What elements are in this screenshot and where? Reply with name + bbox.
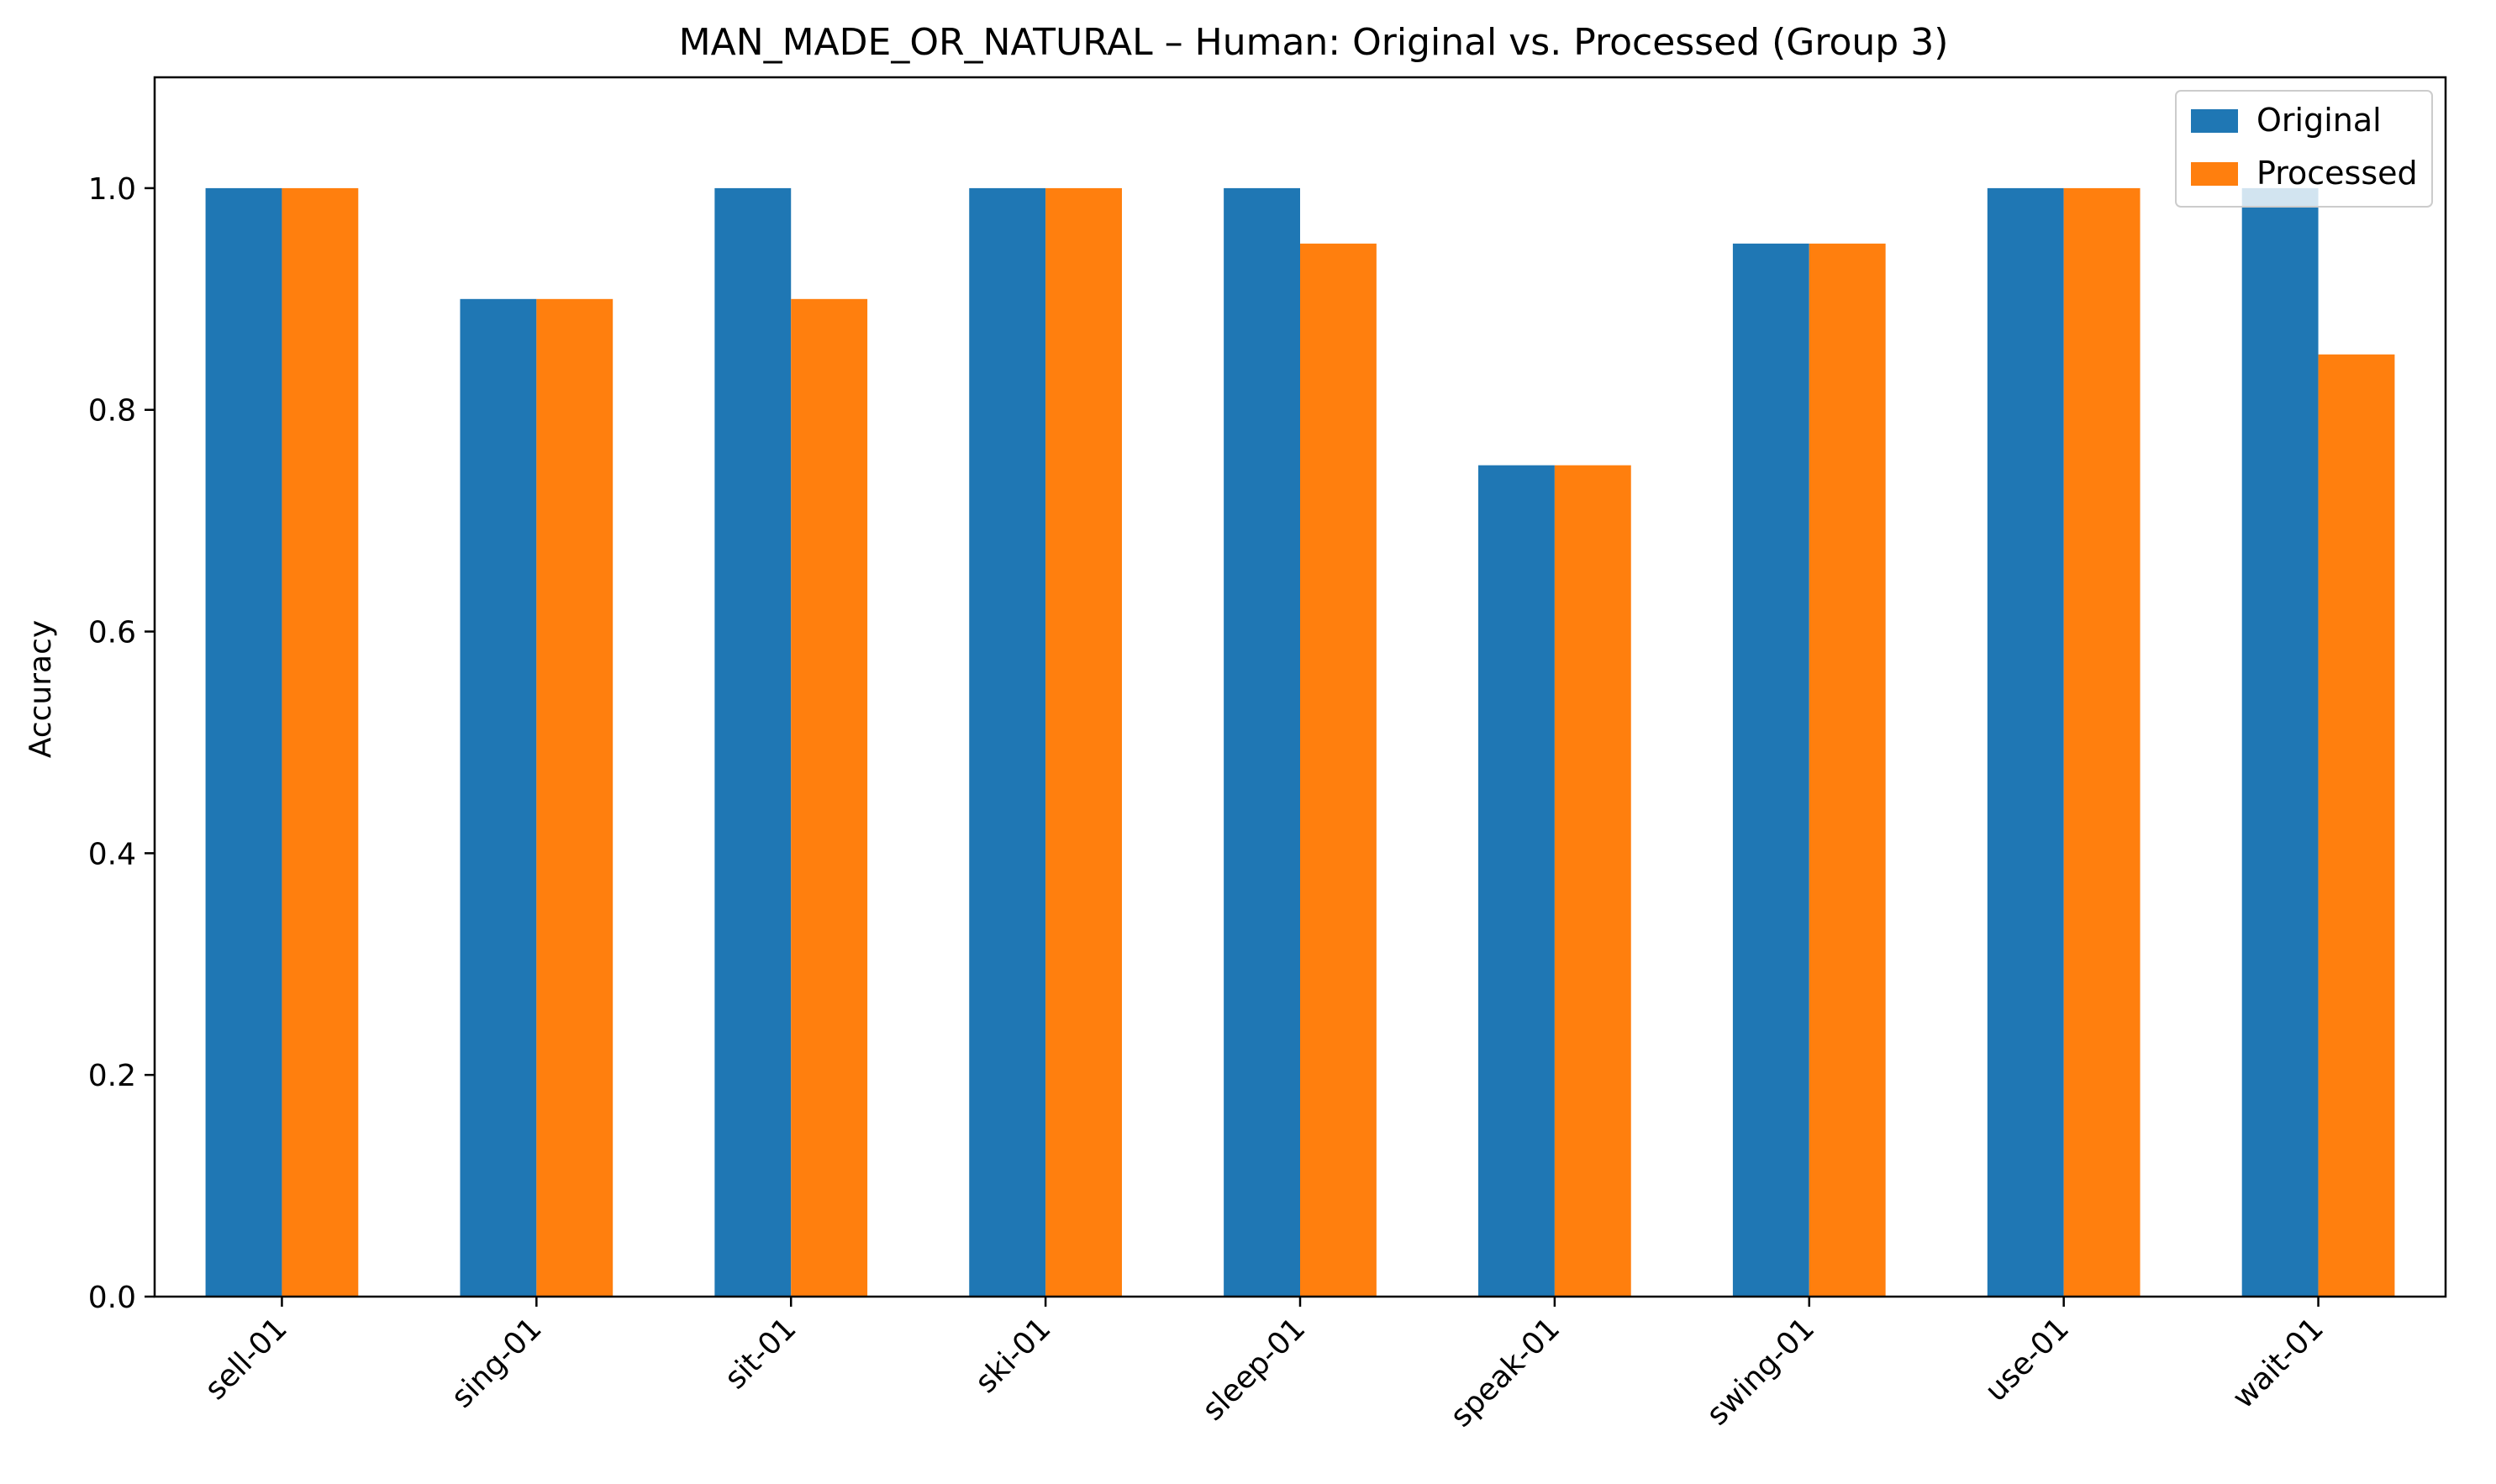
bar-original-use-01 xyxy=(1987,187,2064,1297)
y-tick-label: 0.2 xyxy=(88,1059,136,1093)
plot-area: 0.0 0.2 0.4 0.6 0.8 1.0 sell-01 sing-01 sit-01 sk… xyxy=(88,76,2447,1434)
bar-processed-use-01 xyxy=(2063,187,2141,1297)
y-tick-label: 0.6 xyxy=(88,616,136,650)
x-tick-label: wait-01 xyxy=(2226,1311,2330,1415)
bar-processed-sleep-01 xyxy=(1300,243,1377,1297)
bar-processed-sing-01 xyxy=(536,298,613,1297)
legend-box xyxy=(2175,90,2433,208)
x-tick-label: sleep-01 xyxy=(1196,1311,1312,1427)
bar-original-ski-01 xyxy=(969,187,1046,1297)
legend-label-original: Original xyxy=(2256,102,2382,139)
y-tick-label: 1.0 xyxy=(88,172,136,207)
bar-processed-swing-01 xyxy=(1809,243,1886,1297)
bar-original-sleep-01 xyxy=(1224,187,1300,1297)
x-tick-label: use-01 xyxy=(1978,1311,2076,1408)
y-tick-label: 0.8 xyxy=(88,394,136,429)
legend-label-processed: Processed xyxy=(2256,155,2418,192)
x-tick-label: sell-01 xyxy=(198,1311,294,1407)
y-tick-label: 0.0 xyxy=(88,1281,136,1315)
legend-swatch-original xyxy=(2191,109,2238,133)
chart-title: MAN_MADE_OR_NATURAL – Human: Original vs… xyxy=(679,21,1949,64)
bar-processed-ski-01 xyxy=(1045,187,1122,1297)
x-tick-label: ski-01 xyxy=(969,1311,1058,1400)
bar-original-speak-01 xyxy=(1478,465,1555,1297)
bar-original-wait-01 xyxy=(2241,187,2319,1297)
legend-swatch-processed xyxy=(2191,162,2238,186)
bar-processed-sell-01 xyxy=(282,187,359,1297)
y-tick-label: 0.4 xyxy=(88,837,136,871)
bar-original-sit-01 xyxy=(714,187,792,1297)
y-axis-label: Accuracy xyxy=(24,620,58,758)
bar-original-swing-01 xyxy=(1732,243,1809,1297)
bar-processed-wait-01 xyxy=(2318,354,2395,1297)
bar-processed-sit-01 xyxy=(791,298,868,1297)
bar-original-sell-01 xyxy=(205,187,282,1297)
x-tick-label: sing-01 xyxy=(445,1311,548,1414)
legend: Original Processed xyxy=(2175,90,2433,208)
x-tick-label: swing-01 xyxy=(1700,1311,1821,1432)
x-tick-label: sit-01 xyxy=(719,1311,803,1396)
x-tick-label: speak-01 xyxy=(1444,1311,1567,1434)
bar-processed-speak-01 xyxy=(1554,465,1631,1297)
bar-original-sing-01 xyxy=(460,298,537,1297)
